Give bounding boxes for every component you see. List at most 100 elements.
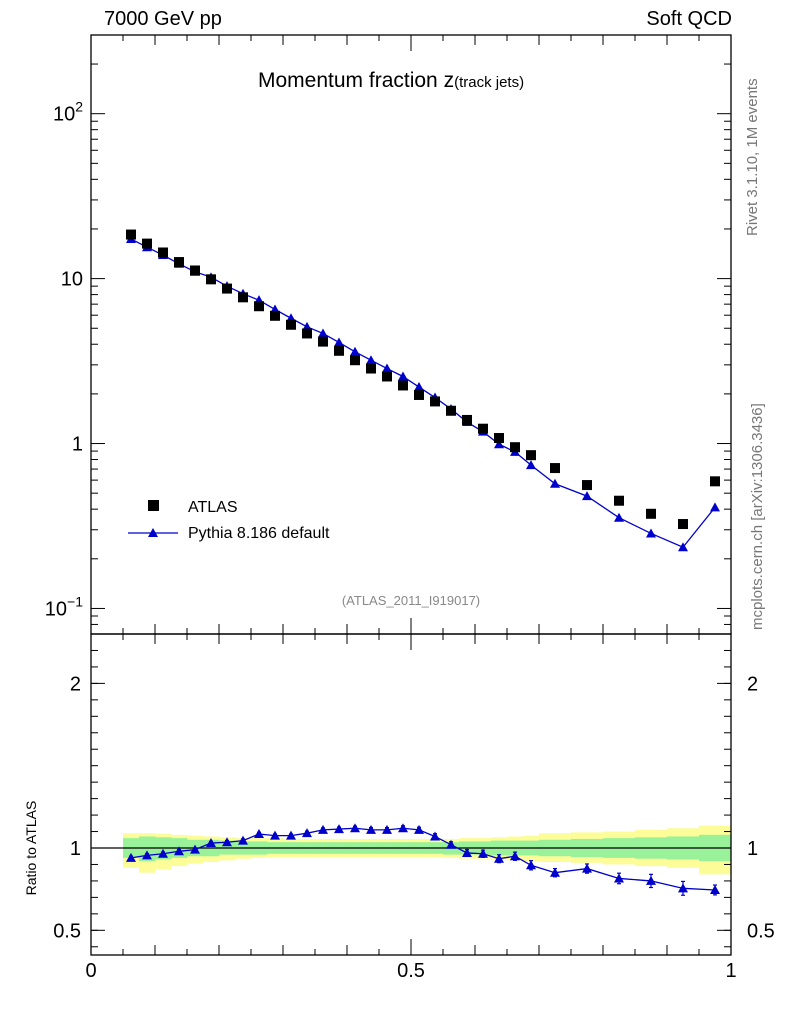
atlas-marker [286,319,296,330]
ratio-marker [526,860,536,870]
ratio-marker [286,830,296,840]
atlas-marker [366,363,376,374]
atlas-marker [158,247,168,258]
y-tick-label: 102 [53,99,83,126]
mc-marker [414,382,424,392]
top-panel-frame [90,34,732,635]
ratio-marker [158,848,168,858]
mc-marker [318,328,328,338]
analysis-watermark: (ATLAS_2011_I919017) [342,593,480,608]
chart-title-main: Momentum fraction [258,69,444,92]
atlas-marker [414,389,424,400]
x-tick-label: 1 [725,960,736,982]
ratio-marker [174,846,184,856]
y-tick-base: 10 [45,598,67,620]
mc-marker [494,439,504,449]
ratio-y-tick-label-left: 1 [70,838,81,860]
mc-marker [526,460,536,470]
ratio-marker [550,867,560,877]
ratio-marker [462,847,472,857]
ratio-panel-frame [90,633,732,956]
ratio-marker [206,838,216,848]
mc-marker [550,478,560,488]
atlas-marker [430,396,440,407]
ratio-marker [126,852,136,862]
atlas-marker [710,476,720,487]
ratio-marker [382,824,392,834]
ratio-marker [446,839,456,849]
ratio-marker [678,883,688,893]
chart-title-subscript: (track jets) [454,74,524,91]
atlas-marker [614,495,624,506]
ratio-marker [614,873,624,883]
atlas-marker [550,463,560,474]
mc-marker [366,355,376,365]
ratio-marker [254,829,264,839]
mc-marker [582,491,592,501]
ratio-y-axis-label: Ratio to ATLAS [23,801,39,896]
ratio-y-tick-label-right: 0.5 [747,920,775,942]
legend-atlas-marker [148,500,159,511]
legend-mc-label: Pythia 8.186 default [188,525,330,542]
atlas-marker [238,292,248,303]
mc-marker [646,528,656,538]
ratio-y-tick-label-right: 1 [747,838,758,860]
atlas-marker [206,274,216,285]
atlas-marker [142,238,152,249]
x-tick-label: 0.5 [397,960,425,982]
y-tick-label: 10 [61,269,83,291]
atlas-marker [302,328,312,339]
atlas-marker [350,355,360,366]
atlas-marker [494,433,504,444]
header-category: Soft QCD [646,8,732,30]
atlas-marker [526,450,536,461]
mc-marker [350,346,360,356]
atlas-marker [334,345,344,356]
ratio-marker [270,830,280,840]
atlas-marker [190,265,200,276]
atlas-marker [318,336,328,347]
legend-mc-marker [148,528,158,537]
ratio-marker [494,853,504,863]
chart-title-variable: z [444,69,455,92]
atlas-marker [582,480,592,491]
ratio-marker [190,844,200,854]
y-tick-base: 10 [53,104,75,126]
atlas-marker [126,229,136,240]
ratio-marker [318,824,328,834]
ratio-marker [142,850,152,860]
ratio-marker [366,824,376,834]
mc-marker [398,371,408,381]
legend-atlas-label: ATLAS [188,499,238,516]
ratio-marker [302,828,312,838]
atlas-marker [478,423,488,434]
atlas-marker [462,414,472,425]
header-energy: 7000 GeV pp [104,8,222,30]
ratio-y-tick-label-left: 0.5 [53,920,81,942]
ratio-marker [430,831,440,841]
ratio-marker [334,824,344,834]
atlas-marker [382,371,392,382]
ratio-marker [222,837,232,847]
y-tick-label: 1 [72,434,83,456]
ratio-marker [414,824,424,834]
atlas-marker [174,257,184,268]
atlas-marker [254,301,264,312]
mc-marker [614,512,624,522]
mc-marker [382,363,392,373]
chart-title: Momentum fraction z(track jets) [258,69,524,92]
ratio-marker [582,863,592,873]
atlas-marker [398,380,408,391]
ratio-marker [510,851,520,861]
ratio-marker [710,884,720,894]
y-tick-exponent: 2 [75,99,83,115]
ratio-marker [238,835,248,845]
x-tick-label: 0 [85,960,96,982]
y-tick-exponent: −1 [67,593,83,609]
ratio-marker [398,823,408,833]
ratio-marker [350,823,360,833]
atlas-marker [646,508,656,519]
atlas-marker [678,519,688,530]
ratio-y-tick-label-right: 2 [747,673,758,695]
